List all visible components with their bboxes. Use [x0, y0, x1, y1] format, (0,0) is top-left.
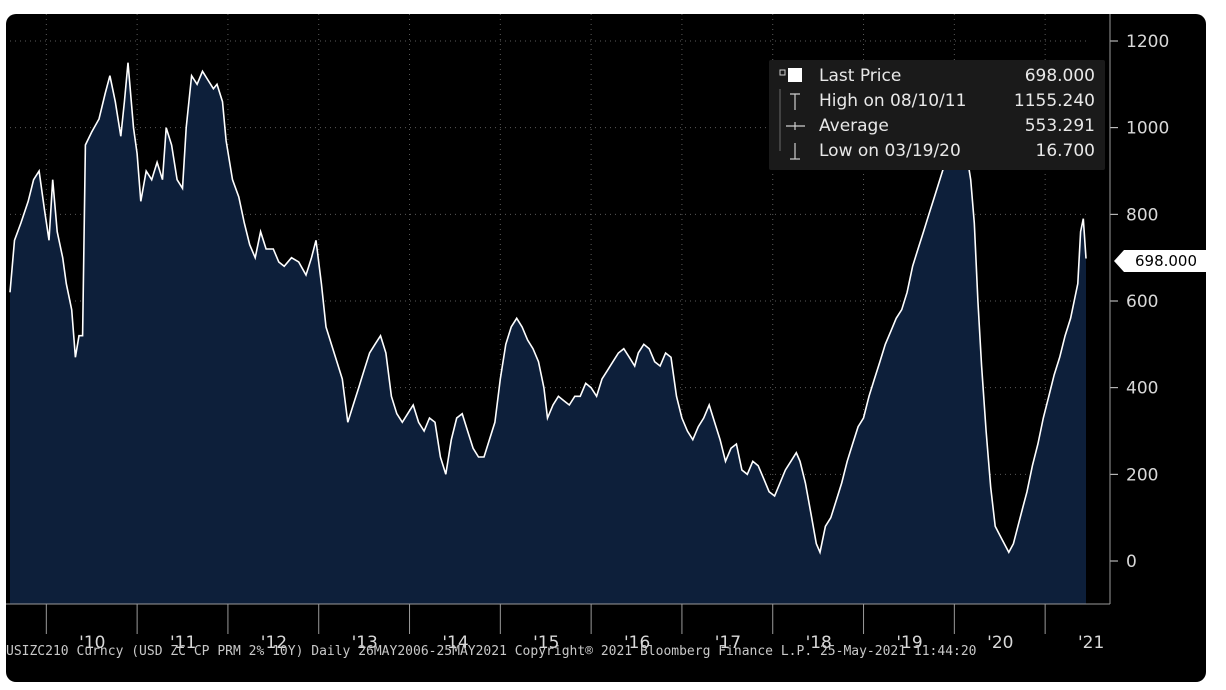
x-tick-label: '15 — [533, 633, 559, 653]
x-tick-label: '17 — [715, 633, 741, 653]
x-tick-label: '16 — [624, 633, 650, 653]
legend-value: 1155.240 — [1013, 91, 1095, 111]
high-marker-icon — [777, 89, 807, 114]
chart-legend: Last Price 698.000 High on 08/10/11 1155… — [769, 60, 1105, 170]
legend-label: High on 08/10/11 — [819, 91, 967, 111]
chart-canvas: 0 200 400 600 800 1000 1200 '10 '11 '12 '13 '14 '15… — [6, 14, 1169, 653]
y-tick-label: 0 — [1126, 552, 1137, 572]
legend-label: Last Price — [819, 66, 902, 86]
legend-entry-high: High on 08/10/11 1155.240 — [769, 89, 1105, 114]
square-icon — [777, 64, 807, 89]
x-tick-label: '19 — [896, 633, 922, 653]
last-price-pointer — [1114, 250, 1124, 272]
y-tick-label: 800 — [1126, 205, 1158, 225]
y-tick-label: 1200 — [1126, 32, 1169, 52]
y-tick-label: 600 — [1126, 292, 1158, 312]
x-axis: '10 '11 '12 '13 '14 '15 '16 '17 '18 '19 '20 '21 — [6, 603, 1110, 653]
chart-footer: USIZC210 Curncy (USD ZC CP PRM 2% 10Y) D… — [6, 644, 977, 659]
y-tick-label: 200 — [1126, 465, 1158, 485]
chart-frame: 0 200 400 600 800 1000 1200 '10 '11 '12 '13 '14 '15… — [6, 14, 1206, 682]
x-tick-label: '20 — [987, 633, 1013, 653]
x-tick-label: '21 — [1078, 633, 1104, 653]
legend-label: Average — [819, 116, 889, 136]
low-marker-icon — [777, 139, 807, 164]
y-tick-label: 400 — [1126, 379, 1158, 399]
legend-entry-low: Low on 03/19/20 16.700 — [769, 139, 1105, 164]
x-tick-label: '14 — [442, 633, 468, 653]
price-area — [10, 62, 1086, 604]
legend-value: 553.291 — [1024, 116, 1095, 136]
x-tick-label: '18 — [806, 633, 832, 653]
legend-entry-average: Average 553.291 — [769, 114, 1105, 139]
y-tick-label: 1000 — [1126, 119, 1169, 139]
legend-entry-last-price: Last Price 698.000 — [769, 64, 1105, 89]
legend-value: 16.700 — [1035, 141, 1095, 161]
x-tick-label: '11 — [170, 633, 196, 653]
x-tick-label: '12 — [261, 633, 287, 653]
x-tick-label: '10 — [79, 633, 105, 653]
legend-label: Low on 03/19/20 — [819, 141, 961, 161]
price-line — [9, 62, 1087, 555]
legend-value: 698.000 — [1024, 66, 1095, 86]
y-axis: 0 200 400 600 800 1000 1200 — [1109, 14, 1169, 604]
last-price-tag: 698.000 — [1124, 250, 1206, 272]
x-tick-label: '13 — [352, 633, 378, 653]
average-marker-icon — [777, 114, 807, 139]
